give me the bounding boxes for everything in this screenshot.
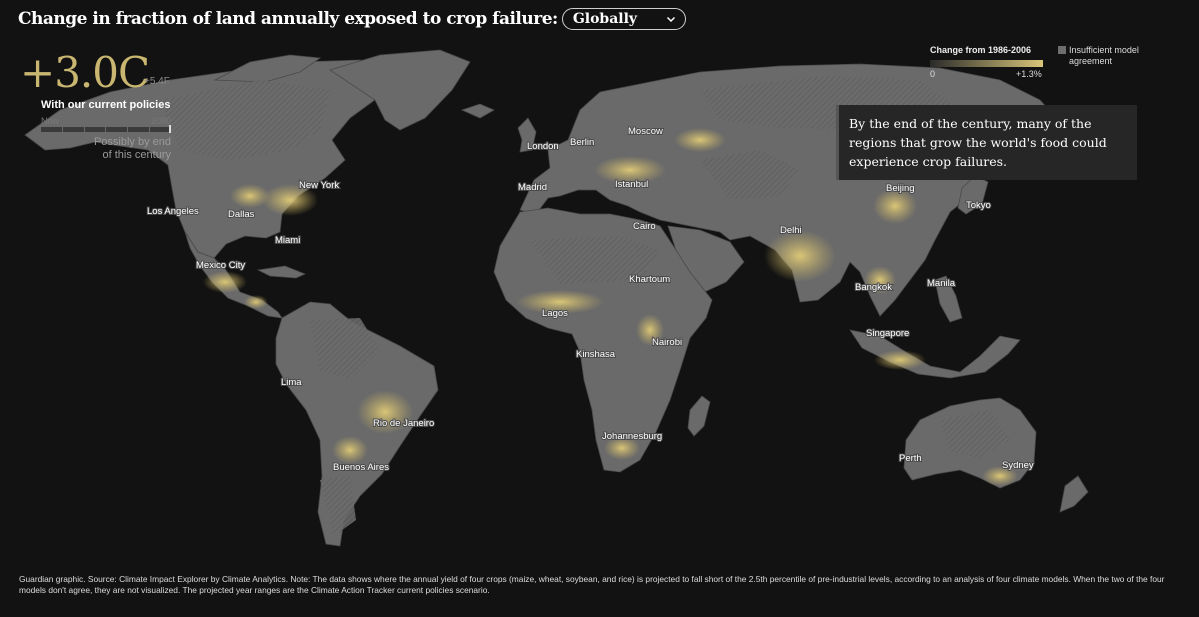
hatch-central-asia [700, 150, 800, 200]
city-label-delhi: Delhi [780, 225, 802, 236]
legend-min: 0 [930, 69, 936, 79]
city-label-sydney: Sydney [1002, 460, 1034, 471]
callout-box: By the end of the century, many of the r… [836, 105, 1137, 180]
city-label-berlin: Berlin [570, 137, 594, 148]
timeline-marker[interactable] [169, 125, 171, 133]
hotspot-central-america [244, 295, 268, 309]
policy-label: With our current policies [41, 99, 171, 111]
footer-note: Guardian graphic. Source: Climate Impact… [19, 574, 1165, 595]
hotspot-argentina [332, 436, 368, 464]
possibly-note: Possibly by end of this century [93, 136, 171, 161]
hatch-patagonia [320, 476, 356, 536]
city-label-singapore: Singapore [866, 328, 909, 339]
city-label-bangkok: Bangkok [855, 282, 892, 293]
city-label-miami: Miami [275, 235, 300, 246]
city-label-madrid: Madrid [518, 182, 547, 193]
city-label-kinshasa: Kinshasa [576, 349, 616, 360]
city-label-los-angeles: Los Angeles [147, 206, 199, 217]
hatch-amazon [310, 318, 380, 380]
legend-insufficient: Insufficient model agreement [1058, 45, 1145, 67]
hotspot-brazil [357, 390, 413, 434]
timeline-end: 2080 [150, 116, 171, 126]
city-label-new-york: New York [299, 180, 339, 191]
city-label-mexico-city: Mexico City [196, 260, 245, 271]
hotspot-us-east [262, 184, 318, 216]
hotspot-indonesia [874, 350, 926, 370]
legend-title: Change from 1986-2006 [930, 45, 1032, 55]
land-madagascar [687, 395, 711, 437]
hotspot-mexico [203, 271, 247, 293]
insufficient-swatch [1058, 46, 1066, 54]
insufficient-label: Insufficient model agreement [1069, 45, 1139, 66]
timeline-start: Now [41, 116, 60, 126]
city-label-cairo: Cairo [633, 221, 656, 232]
legend-gradient [930, 60, 1043, 67]
city-label-lima: Lima [281, 377, 302, 388]
land-iceland [460, 103, 495, 119]
city-label-dallas: Dallas [228, 209, 255, 220]
city-label-perth: Perth [899, 453, 922, 464]
city-label-johannesburg: Johannesburg [602, 431, 662, 442]
land-new-zealand [1059, 475, 1089, 513]
city-label-buenos-aires: Buenos Aires [333, 462, 389, 473]
hotspot-russia [674, 128, 726, 152]
legend: Change from 1986-2006 0 +1.3% [930, 45, 1043, 79]
hotspot-southeast-asia [864, 266, 896, 294]
land-uk [517, 117, 537, 153]
region-select[interactable]: Globally [561, 8, 686, 30]
city-label-khartoum: Khartoum [629, 274, 670, 285]
timeline-bar[interactable] [41, 127, 171, 132]
hotspot-sahel [516, 290, 604, 314]
city-label-london: London [527, 141, 559, 152]
land-africa [493, 207, 713, 473]
city-label-moscow: Moscow [628, 126, 663, 137]
hotspot-us-midwest [230, 184, 270, 208]
temperature-celsius: +3.0C [20, 48, 150, 97]
hotspot-india [764, 230, 836, 282]
hotspot-china [873, 188, 917, 224]
hatch-canada [160, 80, 330, 160]
city-label-istanbul: Istanbul [615, 179, 648, 190]
city-label-nairobi: Nairobi [652, 337, 682, 348]
city-label-beijing: Beijing [886, 183, 915, 194]
temperature-fahrenheit: +5.4F [144, 76, 170, 87]
chevron-down-icon [666, 16, 675, 23]
temperature-display: +3.0C +5.4F [20, 48, 170, 97]
page-title: Change in fraction of land annually expo… [18, 9, 558, 29]
legend-max: +1.3% [1016, 69, 1042, 79]
land-philippines [934, 275, 963, 323]
hatch-australia [940, 410, 1010, 458]
land-caribbean [256, 265, 307, 279]
hotspot-east-africa [636, 314, 664, 346]
city-labels: Moscow London Berlin New York Madrid Istanbul… [146, 125, 1035, 474]
hotspot-southern-africa [604, 436, 640, 460]
hotspot-europe [594, 156, 666, 184]
header: Change in fraction of land annually expo… [18, 8, 686, 30]
land-greenland [329, 49, 471, 131]
city-label-rio-de-janeiro: Rio de Janeiro [373, 418, 434, 429]
hatch-sahara [530, 236, 660, 284]
hotspot-australia [982, 466, 1018, 486]
region-select-value: Globally [572, 11, 638, 27]
city-label-manila: Manila [927, 278, 956, 289]
city-label-tokyo: Tokyo [966, 200, 991, 211]
city-label-lagos: Lagos [542, 308, 568, 319]
